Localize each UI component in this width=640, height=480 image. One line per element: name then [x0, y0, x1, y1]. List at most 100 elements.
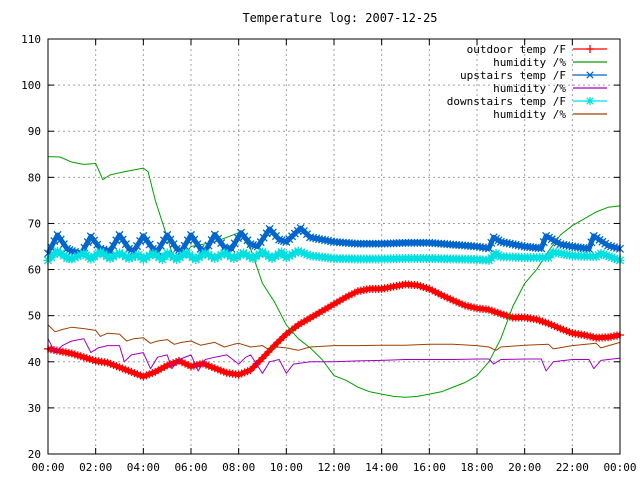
data-point [362, 239, 371, 248]
data-point [258, 247, 267, 257]
data-point [264, 252, 273, 261]
data-point [246, 240, 255, 249]
axes: 20 30 40 50 60 70 80 90 100 110 00:00 02:00 04:00 06:… [21, 33, 636, 474]
data-point [182, 248, 191, 258]
data-point [275, 235, 284, 244]
data-point [118, 235, 127, 244]
data-point [542, 231, 551, 240]
data-point [601, 239, 610, 248]
data-point [96, 247, 105, 257]
data-point [419, 238, 428, 247]
data-point [201, 248, 210, 258]
data-point [223, 244, 233, 253]
data-point [159, 236, 169, 245]
y-tick-label: 70 [28, 217, 41, 230]
data-point [163, 248, 172, 258]
data-point [183, 236, 192, 245]
x-tick-label: 02:00 [79, 461, 112, 474]
legend-label: downstairs temp /F [447, 95, 566, 108]
data-point [226, 252, 235, 261]
legend-marker [586, 71, 594, 79]
data-point [259, 233, 268, 242]
data-point [127, 245, 136, 255]
data-point [392, 239, 401, 248]
y-tick-label: 40 [28, 356, 41, 369]
data-point [230, 239, 239, 248]
data-point [592, 233, 601, 242]
x-tick-label: 10:00 [270, 461, 303, 474]
data-point [124, 244, 134, 253]
data-point [112, 236, 121, 245]
data-point [86, 232, 95, 241]
data-point [389, 239, 398, 248]
data-point [190, 235, 199, 244]
data-point [245, 252, 254, 261]
legend: outdoor temp /F humidity /%upstairs temp … [447, 43, 607, 121]
data-point [207, 235, 216, 245]
x-tick-label: 00:00 [31, 461, 64, 474]
data-point [220, 248, 229, 258]
data-point [242, 250, 251, 259]
series-5 [43, 246, 625, 265]
data-point [53, 230, 62, 240]
data-point [484, 244, 493, 253]
data-point [422, 238, 431, 247]
data-point [377, 239, 386, 248]
data-point [115, 248, 124, 258]
data-point [105, 247, 115, 256]
data-point [416, 238, 425, 247]
data-point [177, 247, 186, 256]
data-point [537, 244, 546, 253]
data-point [386, 239, 395, 248]
data-point [239, 248, 248, 258]
data-point [213, 234, 223, 243]
data-point [136, 236, 145, 246]
data-point [356, 239, 365, 248]
x-tick-label: 00:00 [603, 461, 636, 474]
y-tick-label: 100 [21, 79, 41, 92]
data-point [50, 237, 59, 246]
data-point [350, 239, 359, 248]
y-tick-label: 80 [28, 171, 41, 184]
data-point [277, 236, 286, 245]
x-tick-label: 18:00 [460, 461, 493, 474]
data-point [80, 243, 89, 252]
data-point [142, 236, 151, 245]
y-tick-label: 20 [28, 448, 41, 461]
data-point [612, 243, 622, 253]
data-point [256, 238, 265, 247]
data-point [93, 240, 102, 249]
legend-marker [586, 97, 594, 105]
chart-title: Temperature log: 2007-12-25 [242, 11, 437, 25]
series-line [47, 324, 621, 351]
data-point [166, 251, 175, 260]
data-point [207, 252, 216, 261]
data-point [217, 239, 226, 248]
legend-label: upstairs temp /F [460, 69, 566, 82]
series-3 [43, 223, 625, 258]
data-point [410, 238, 419, 247]
data-point [404, 238, 413, 247]
data-point [395, 238, 404, 248]
data-point [279, 237, 289, 246]
data-point [163, 230, 172, 240]
data-point [253, 242, 262, 251]
data-point [262, 229, 271, 238]
data-point [401, 238, 410, 247]
data-point [604, 241, 613, 250]
data-point [129, 247, 138, 256]
legend-label: outdoor temp /F [467, 43, 566, 56]
series-line [47, 338, 621, 374]
data-point [63, 244, 72, 253]
data-point [196, 244, 205, 253]
x-tick-label: 12:00 [317, 461, 350, 474]
series-4 [47, 338, 621, 374]
data-point [156, 241, 165, 250]
data-point [67, 247, 76, 256]
data-point [118, 250, 127, 259]
y-tick-label: 50 [28, 310, 41, 323]
legend-label: humidity /% [493, 82, 566, 95]
x-tick-label: 20:00 [508, 461, 541, 474]
grid [48, 39, 620, 454]
